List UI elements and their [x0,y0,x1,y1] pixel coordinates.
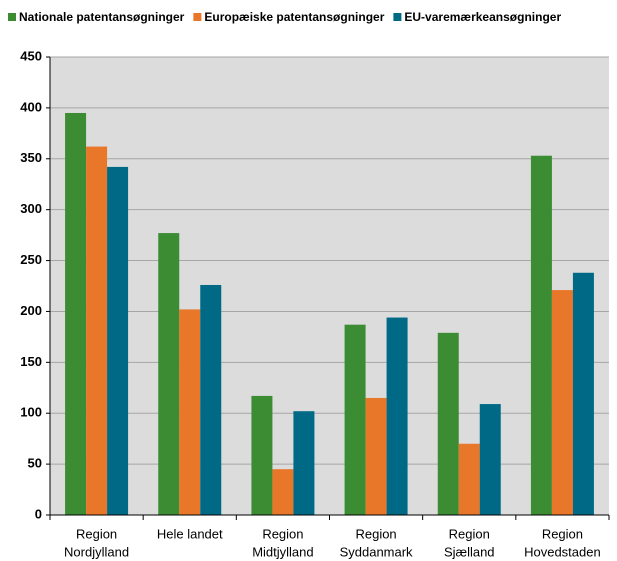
bar [107,166,129,516]
plot-area [50,57,609,515]
bar [86,146,108,515]
y-tick-label: 300 [20,201,42,216]
bar [179,309,201,515]
y-tick-label: 450 [20,48,42,63]
y-tick-label: 0 [35,506,42,521]
legend-label: Nationale patentansøgninger [19,10,185,24]
bar [386,317,408,515]
y-tick-label: 100 [20,405,42,420]
x-tick-label: Region [449,526,490,541]
bar [530,155,552,516]
bar [272,469,294,515]
legend-label: EU-varemærkeansøgninger [404,10,561,24]
bar [344,324,366,515]
bar [200,284,222,515]
bar [65,112,87,515]
bar [572,272,594,515]
x-tick-label: Region [262,526,303,541]
x-tick-label: Hele landet [157,526,223,541]
bar [479,404,501,515]
x-tick-label: Nordjylland [64,544,129,559]
legend-swatch [193,13,202,21]
legend-swatch [8,13,16,21]
x-tick-label: Sjælland [444,544,495,559]
y-tick-label: 50 [28,456,42,471]
y-tick-label: 350 [20,150,42,165]
bar [293,411,315,515]
x-tick-label: Midtjylland [252,544,313,559]
x-tick-label: Hovedstaden [524,544,601,559]
y-tick-label: 400 [20,99,42,114]
bar [551,290,573,515]
bar [458,443,480,515]
bar [251,395,273,515]
y-tick-label: 150 [20,354,42,369]
x-tick-label: Region [355,526,396,541]
bar [158,233,180,515]
y-tick-label: 200 [20,303,42,318]
bar [437,332,459,515]
x-tick-label: Syddanmark [340,544,413,559]
y-tick-label: 250 [20,252,42,267]
x-tick-label: Region [542,526,583,541]
legend-swatch [393,13,402,21]
x-tick-label: Region [76,526,117,541]
legend-label: Europæiske patentansøgninger [204,10,384,24]
bar [365,397,387,515]
